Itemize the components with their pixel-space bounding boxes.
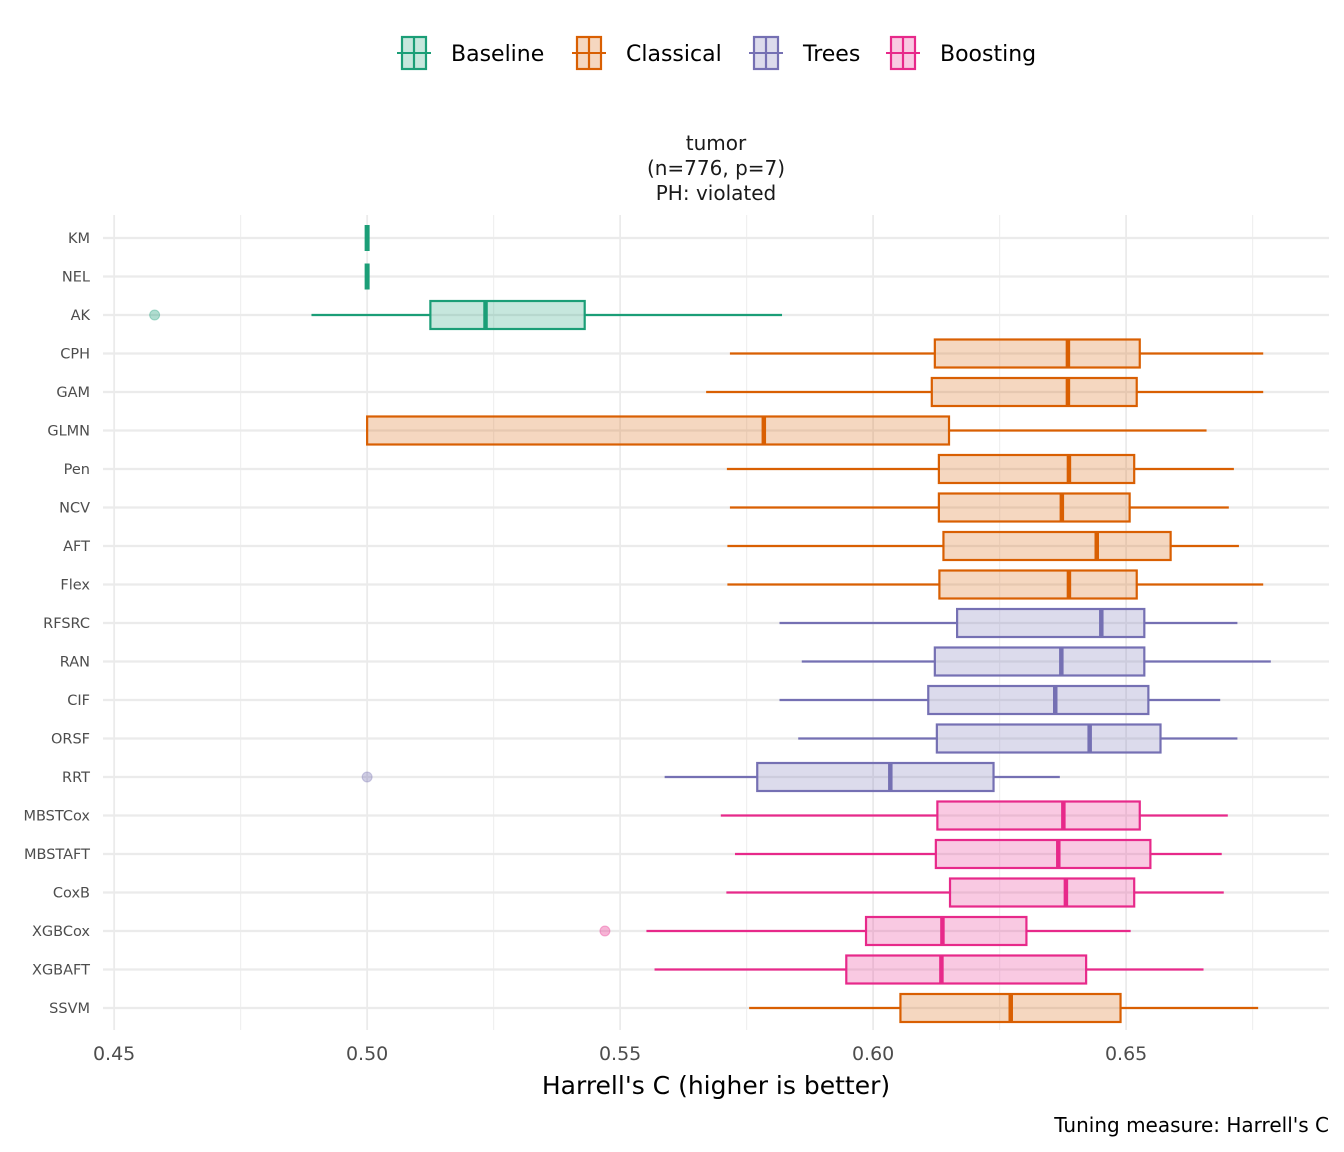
y-tick-label: GAM [56, 385, 90, 401]
iqr-box [934, 838, 1152, 870]
box-rfsrc [779, 607, 1238, 639]
iqr-box [756, 761, 995, 793]
box-glmn [366, 415, 1207, 446]
iqr-box [942, 530, 1172, 562]
y-tick-label: ORSF [51, 732, 90, 748]
iqr-box [933, 338, 1141, 369]
legend-key-icon [886, 35, 920, 71]
iqr-box [935, 723, 1162, 754]
box-ak [149, 299, 783, 331]
legend-item-classical: Classical [572, 35, 722, 71]
iqr-box [937, 492, 1131, 523]
x-tick-label: 0.50 [346, 1043, 388, 1065]
box-mbstcox [720, 800, 1228, 831]
legend: Baseline Classical Trees Boosting [397, 35, 1036, 71]
iqr-box [936, 800, 1141, 831]
iqr-box [845, 954, 1088, 985]
y-tick-label: RRT [62, 770, 90, 786]
title-line-dataset: tumor [686, 131, 747, 155]
legend-item-baseline: Baseline [397, 35, 544, 71]
legend-key-icon [749, 35, 783, 71]
boxes [149, 225, 1271, 1024]
y-tick-label: NCV [59, 501, 90, 517]
box-aft [727, 530, 1239, 562]
box-xgbcox [599, 915, 1131, 947]
iqr-box [930, 376, 1138, 408]
caption: Tuning measure: Harrell's C [1053, 1113, 1329, 1137]
box-flex [727, 569, 1264, 600]
box-ran [801, 646, 1271, 677]
iqr-box [429, 299, 586, 331]
x-axis-title: Harrell's C (higher is better) [542, 1071, 890, 1100]
iqr-box [948, 877, 1136, 908]
y-tick-label: CPH [60, 347, 90, 363]
box-gam [706, 376, 1264, 408]
y-tick-label: KM [68, 231, 90, 247]
y-tick-label: XGBAFT [32, 963, 90, 979]
iqr-box [956, 607, 1146, 639]
y-tick-label: CIF [67, 693, 90, 709]
y-tick-label: NEL [62, 270, 90, 286]
box-xgbaft [654, 954, 1204, 985]
legend-label: Baseline [451, 42, 544, 67]
y-tick-label: Flex [60, 578, 90, 594]
x-tick-label: 0.60 [852, 1043, 894, 1065]
outlier-point [149, 309, 161, 321]
legend-label: Trees [802, 42, 860, 67]
y-tick-label: RFSRC [43, 616, 90, 632]
y-axis-labels: KM NEL AK CPH GAM GLMN Pen NCV AFT Flex RFSRC RAN CI… [23, 231, 90, 1017]
legend-key-icon [572, 35, 606, 71]
y-tick-label: Pen [64, 462, 90, 478]
y-tick-label: MBSTCox [23, 809, 90, 825]
box-ssvm [749, 992, 1259, 1024]
chart-title: tumor (n=776, p=7) PH: violated [647, 131, 785, 205]
legend-label: Boosting [940, 42, 1036, 67]
y-tick-label: GLMN [47, 424, 90, 440]
iqr-box [938, 569, 1138, 600]
title-line-dims: (n=776, p=7) [647, 156, 785, 180]
y-tick-label: AFT [63, 539, 90, 555]
box-cif [779, 684, 1221, 716]
box-rrt [361, 761, 1060, 793]
x-tick-label: 0.65 [1105, 1043, 1147, 1065]
box-pen [726, 453, 1234, 485]
x-tick-label: 0.45 [93, 1043, 135, 1065]
x-axis-labels: 0.45 0.50 0.55 0.60 0.65 [93, 1043, 1147, 1065]
iqr-box [864, 915, 1028, 947]
y-tick-label: RAN [60, 655, 90, 671]
box-ncv [729, 492, 1229, 523]
outlier-point [361, 771, 373, 783]
box-cph [729, 338, 1264, 369]
y-tick-label: SSVM [49, 1001, 90, 1017]
iqr-box [927, 684, 1150, 716]
iqr-box [366, 415, 951, 446]
box-mbstaft [734, 838, 1222, 870]
legend-key-icon [397, 35, 431, 71]
legend-item-boosting: Boosting [886, 35, 1036, 71]
y-tick-label: MBSTAFT [24, 847, 90, 863]
iqr-box [937, 453, 1136, 485]
x-tick-label: 0.55 [599, 1043, 641, 1065]
outlier-point [599, 925, 611, 937]
box-coxb [726, 877, 1224, 908]
iqr-box [933, 646, 1146, 677]
box-orsf [798, 723, 1238, 754]
legend-item-trees: Trees [749, 35, 860, 71]
y-tick-label: XGBCox [32, 924, 90, 940]
y-tick-label: CoxB [53, 886, 90, 902]
legend-label: Classical [626, 42, 722, 67]
y-tick-label: AK [71, 308, 91, 324]
title-line-ph: PH: violated [656, 181, 776, 205]
